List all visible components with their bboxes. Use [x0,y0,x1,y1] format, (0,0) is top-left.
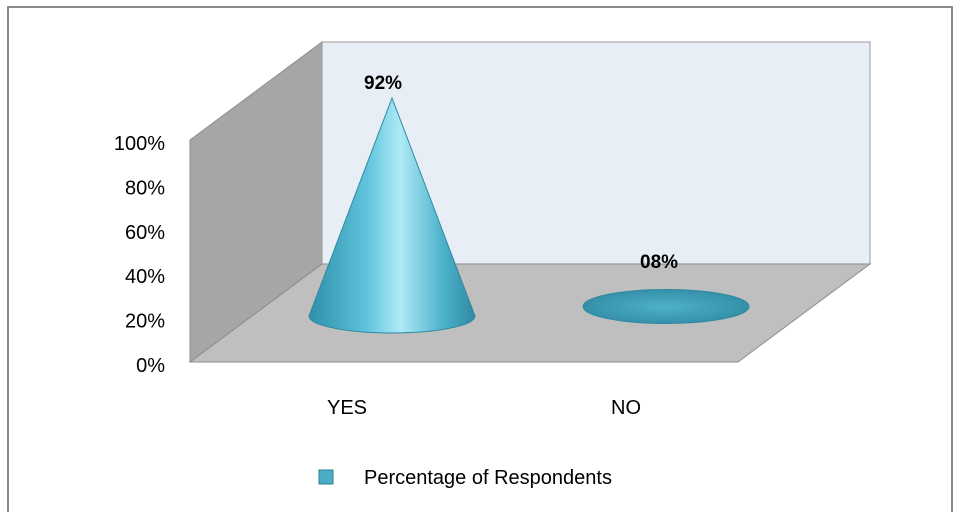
y-tick-label: 40% [125,266,165,288]
y-tick-label: 80% [125,177,165,199]
cone-body [582,289,750,325]
cone-yes [308,96,476,334]
y-tick-label: 60% [125,222,165,244]
y-tick-label: 0% [136,355,165,377]
y-axis-ticks: 0% 20% 40% 60% 80% 100% [114,133,165,377]
data-label: 92% [364,73,402,94]
chart-marks: 92% 08% [308,73,750,334]
y-tick-label: 20% [125,311,165,333]
legend-label: Percentage of Respondents [364,467,612,489]
category-label: YES [327,397,367,419]
chart-frame [7,6,953,512]
data-label: 08% [640,252,678,273]
legend-swatch [318,469,334,485]
cone-no [582,289,750,325]
category-label: NO [611,397,641,419]
y-tick-label: 100% [114,133,165,155]
legend: Percentage of Respondents [318,467,612,489]
x-axis-categories: YES NO [327,397,641,419]
cone-body [308,96,476,334]
